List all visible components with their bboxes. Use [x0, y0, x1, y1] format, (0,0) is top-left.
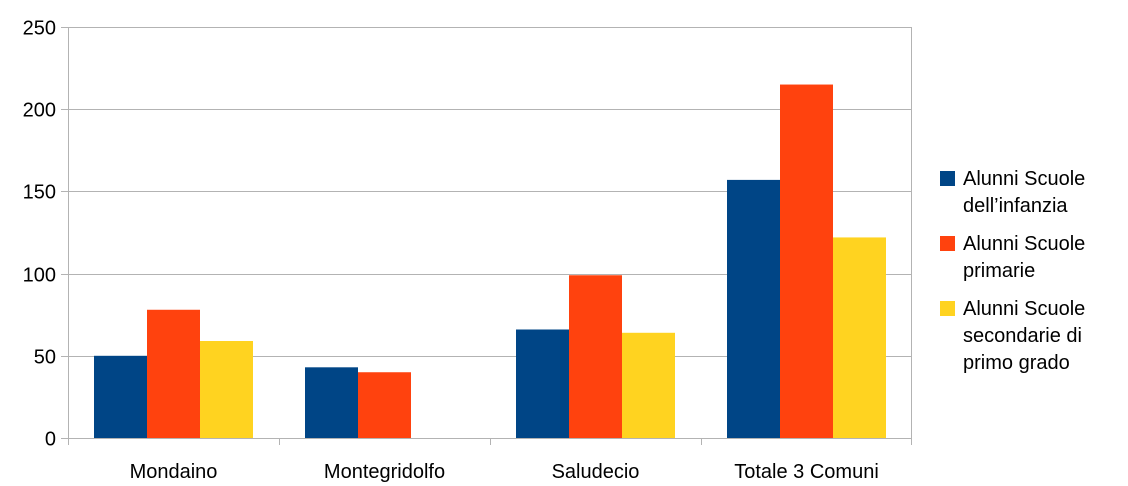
legend-swatch: [940, 171, 955, 186]
bar-saludecio-series-3: [622, 332, 675, 438]
legend-item: Alunni Scuole dell’infanzia: [940, 166, 1128, 220]
bar-totale-3-comuni-series-3: [833, 237, 886, 438]
bar-mondaino-series-1: [94, 355, 147, 438]
x-tick-label: Saludecio: [552, 461, 640, 483]
legend-label: Alunni Scuole secondarie di primo grado: [963, 298, 1086, 374]
y-axis-tick-labels: 0 50 100 150 200 250: [23, 18, 56, 451]
y-tick-label: 100: [23, 265, 56, 287]
bar-montegridolfo-series-2: [358, 372, 411, 438]
legend-item: Alunni Scuole secondarie di primo grado: [940, 296, 1128, 377]
bar-mondaino-series-2: [147, 309, 200, 438]
bar-montegridolfo-series-1: [305, 367, 358, 438]
x-tick-label: Montegridolfo: [324, 461, 445, 483]
bar-totale-3-comuni-series-1: [727, 179, 780, 438]
y-tick-label: 150: [23, 182, 56, 204]
x-tick-label: Totale 3 Comuni: [734, 461, 879, 483]
x-tick-label: Mondaino: [130, 461, 218, 483]
chart-legend: Alunni Scuole dell’infanzia Alunni Scuole…: [940, 166, 1128, 388]
y-tick-label: 0: [45, 429, 56, 451]
y-tick-label: 250: [23, 18, 56, 40]
bars: [94, 84, 886, 438]
bar-saludecio-series-2: [569, 275, 622, 438]
legend-swatch: [940, 301, 955, 316]
axes: [61, 27, 912, 445]
bar-totale-3-comuni-series-2: [780, 84, 833, 438]
x-axis-tick-labels: Mondaino Montegridolfo Saludecio Totale 3 C…: [130, 461, 879, 483]
y-tick-label: 50: [34, 347, 56, 369]
legend-item: Alunni Scuole primarie: [940, 231, 1128, 285]
y-tick-label: 200: [23, 100, 56, 122]
bar-saludecio-series-1: [516, 329, 569, 438]
bar-mondaino-series-3: [200, 341, 253, 438]
legend-label: Alunni Scuole primarie: [963, 233, 1086, 282]
legend-label: Alunni Scuole dell’infanzia: [963, 168, 1086, 217]
legend-swatch: [940, 236, 955, 251]
